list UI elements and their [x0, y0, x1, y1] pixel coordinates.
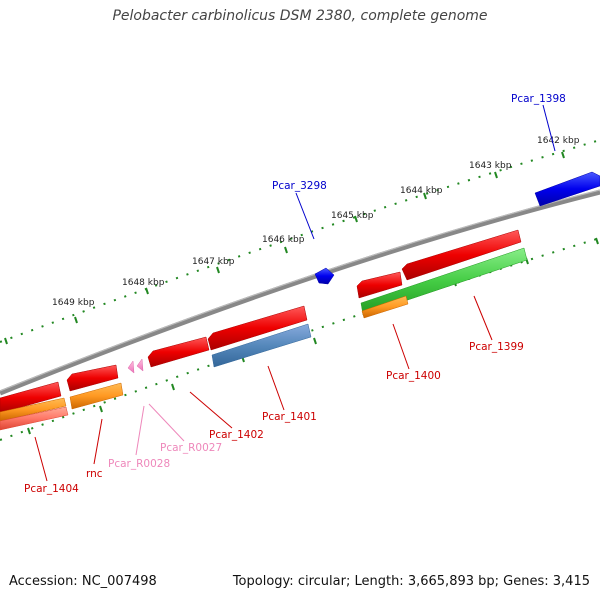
gene-label-pcar-1402[interactable]: Pcar_1402	[209, 429, 264, 441]
cog-bar-pcar-1401[interactable]	[211, 323, 312, 368]
gene-feature-pcar-3298[interactable]	[314, 267, 335, 285]
topology-label: Topology:	[232, 574, 294, 589]
gene-labels: Pcar_1398 Pcar_3298 Pcar_1399 Pcar_1400 …	[24, 93, 566, 495]
gene-label-pcar-1401[interactable]: Pcar_1401	[262, 411, 317, 423]
gene-feature-pcar-r0027[interactable]	[136, 358, 144, 372]
genes-value: 3,415	[552, 574, 590, 589]
scale-label: 1642 kbp	[537, 136, 580, 146]
gene-label-pcar-r0028[interactable]: Pcar_R0028	[108, 458, 170, 470]
scale-label: 1643 kbp	[469, 161, 512, 171]
gene-leader-lines	[34, 104, 556, 482]
inner-major-ticks	[27, 237, 599, 435]
accession-label: Accession:	[9, 574, 78, 589]
genome-backbone-highlight	[0, 189, 600, 392]
scale-label: 1649 kbp	[52, 298, 95, 308]
gene-feature-pcar-1399[interactable]	[401, 229, 522, 281]
genes-label: Genes:	[503, 574, 549, 589]
topology-value: circular	[297, 574, 346, 589]
gene-feature-rnc[interactable]	[66, 364, 119, 392]
genome-summary: Topology: circular; Length: 3,665,893 bp…	[232, 574, 590, 589]
gene-feature-pcar-1401[interactable]	[207, 305, 308, 351]
cog-bar-pcar-1404[interactable]	[0, 397, 67, 422]
scale-labels: 1642 kbp 1643 kbp 1644 kbp 1645 kbp 1646…	[52, 136, 580, 308]
gene-feature-pcar-r0028[interactable]	[127, 360, 135, 374]
gene-feature-pcar-1402[interactable]	[147, 336, 210, 368]
gene-label-pcar-1404[interactable]: Pcar_1404	[24, 483, 79, 495]
accession-info: Accession: NC_007498	[9, 574, 157, 589]
length-label: Length:	[354, 574, 404, 589]
accession-value: NC_007498	[81, 574, 157, 589]
gene-label-pcar-1400[interactable]: Pcar_1400	[386, 370, 441, 382]
gene-label-pcar-1398[interactable]: Pcar_1398	[511, 93, 566, 105]
cog-bar-pcar-1404-secondary[interactable]	[0, 406, 69, 431]
genome-backbone	[0, 189, 600, 396]
gene-label-rnc[interactable]: rnc	[86, 468, 103, 480]
length-value: 3,665,893 bp	[407, 574, 495, 589]
scale-label: 1644 kbp	[400, 186, 443, 196]
gene-feature-pcar-1400[interactable]	[356, 271, 403, 299]
scale-label: 1646 kbp	[262, 235, 305, 245]
gene-label-pcar-3298[interactable]: Pcar_3298	[272, 180, 327, 192]
outer-major-ticks	[4, 151, 565, 345]
scale-label: 1645 kbp	[331, 211, 374, 221]
gene-label-pcar-r0027[interactable]: Pcar_R0027	[160, 442, 222, 454]
map-title: Pelobacter carbinolicus DSM 2380, comple…	[112, 8, 488, 24]
gene-label-pcar-1399[interactable]: Pcar_1399	[469, 341, 524, 353]
cog-bar-rnc[interactable]	[69, 382, 124, 410]
cog-bar-pcar-1400[interactable]	[361, 295, 409, 319]
scale-label: 1648 kbp	[122, 278, 165, 288]
gene-feature-pcar-1404[interactable]	[0, 381, 62, 414]
scale-label: 1647 kbp	[192, 257, 235, 267]
gene-feature-pcar-1398[interactable]	[534, 171, 600, 207]
